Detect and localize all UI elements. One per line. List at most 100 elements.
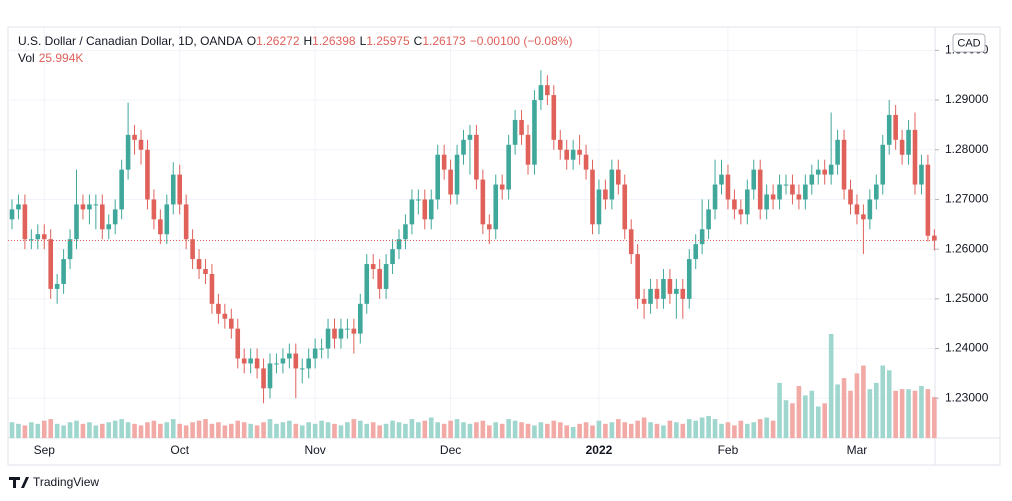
logo: TradingView bbox=[9, 475, 99, 489]
volume-bar bbox=[125, 422, 131, 438]
candle-body bbox=[229, 318, 234, 329]
candle-body bbox=[506, 144, 511, 190]
volume-bar bbox=[145, 422, 150, 438]
volume-bar bbox=[893, 390, 898, 438]
volume-bar bbox=[706, 415, 711, 438]
x-tick-label: Mar bbox=[847, 443, 868, 457]
currency-box[interactable] bbox=[952, 33, 986, 53]
candle-body bbox=[596, 189, 602, 225]
candle-body bbox=[293, 353, 299, 369]
candle-body bbox=[280, 358, 286, 364]
candle-body bbox=[803, 184, 808, 200]
volume-bar bbox=[106, 422, 112, 438]
candle-body bbox=[680, 288, 686, 299]
volume-bar bbox=[428, 417, 434, 438]
candle-body bbox=[267, 363, 273, 389]
candle-body bbox=[906, 129, 911, 155]
candle-body bbox=[416, 199, 421, 201]
candle-body bbox=[80, 204, 86, 210]
volume-bar bbox=[280, 422, 286, 438]
candle-body bbox=[209, 274, 215, 304]
candle-body bbox=[628, 229, 634, 255]
volume-bar bbox=[132, 423, 137, 438]
volume-bar bbox=[358, 420, 363, 438]
volume-bar bbox=[674, 422, 679, 438]
candle-body bbox=[22, 204, 28, 240]
candle-body bbox=[132, 134, 137, 140]
candle-body bbox=[87, 204, 92, 210]
candle-body bbox=[512, 119, 518, 145]
candle-body bbox=[822, 169, 827, 175]
volume-bar bbox=[506, 419, 511, 438]
volume-bar bbox=[874, 382, 879, 438]
volume-bar bbox=[848, 390, 853, 438]
branding: TradingView bbox=[33, 475, 99, 489]
candle-body bbox=[854, 204, 860, 215]
volume-bar bbox=[725, 422, 731, 438]
candle-body bbox=[287, 353, 292, 359]
volume-bar bbox=[603, 423, 608, 438]
candle-body bbox=[886, 114, 892, 145]
candle-body bbox=[648, 288, 653, 304]
volume-bar bbox=[190, 422, 195, 438]
candle-body bbox=[577, 149, 582, 155]
volume-bar bbox=[29, 422, 34, 438]
volume-bar bbox=[519, 422, 524, 438]
volume-bar bbox=[22, 425, 28, 438]
volume-bar bbox=[325, 422, 331, 438]
high-value: 1.26398 bbox=[312, 34, 356, 48]
x-tick-label: 2022 bbox=[586, 443, 613, 457]
candle-body bbox=[377, 269, 382, 289]
volume-bar bbox=[16, 423, 21, 438]
candle-body bbox=[796, 194, 802, 200]
volume-bar bbox=[209, 423, 215, 438]
volume-bar bbox=[809, 390, 815, 438]
low-value: 1.25975 bbox=[366, 34, 410, 48]
volume-bar bbox=[932, 397, 937, 438]
candle-body bbox=[764, 194, 769, 210]
candle-body bbox=[396, 239, 402, 250]
y-tick-label: 1.24000 bbox=[945, 341, 989, 355]
candle-body bbox=[751, 169, 757, 190]
volume-bar bbox=[654, 423, 660, 438]
candle-body bbox=[9, 209, 15, 220]
candle-body bbox=[570, 149, 576, 160]
candle-body bbox=[790, 184, 795, 195]
candle-body bbox=[364, 264, 370, 304]
candle-body bbox=[467, 134, 473, 140]
volume-bar bbox=[925, 389, 931, 438]
candle-body bbox=[861, 214, 866, 220]
candle-body bbox=[299, 368, 305, 370]
volume-bar bbox=[319, 420, 324, 438]
volume-bar bbox=[293, 423, 299, 438]
candle-body bbox=[145, 149, 150, 200]
volume-bar bbox=[835, 384, 840, 438]
change-value: −0.00100 (−0.08%) bbox=[470, 34, 573, 48]
volume-bar bbox=[545, 423, 550, 438]
candle-body bbox=[616, 169, 621, 185]
candle-body bbox=[112, 209, 118, 225]
volume-bar bbox=[822, 403, 827, 438]
candle-body bbox=[93, 204, 99, 206]
volume-bar bbox=[338, 425, 344, 438]
candle-body bbox=[338, 328, 344, 339]
candle-body bbox=[932, 235, 937, 241]
volume-bar bbox=[770, 420, 776, 438]
x-tick-label: Dec bbox=[440, 443, 461, 457]
volume-bar bbox=[590, 425, 595, 438]
candle-body bbox=[35, 234, 41, 240]
candle-body bbox=[880, 144, 886, 185]
close-label: C bbox=[414, 34, 423, 48]
symbol-title: U.S. Dollar / Canadian Dollar, 1D, OANDA bbox=[18, 34, 243, 48]
currency[interactable]: CAD bbox=[957, 37, 980, 49]
volume-bar bbox=[409, 419, 415, 438]
candles bbox=[8, 70, 937, 404]
candle-body bbox=[757, 169, 763, 210]
volume-bar bbox=[738, 420, 744, 438]
candle-body bbox=[48, 239, 53, 289]
volume-bar bbox=[396, 422, 402, 438]
candle-body bbox=[674, 288, 679, 294]
y-tick-label: 1.23000 bbox=[945, 390, 989, 404]
candle-body bbox=[325, 328, 331, 349]
